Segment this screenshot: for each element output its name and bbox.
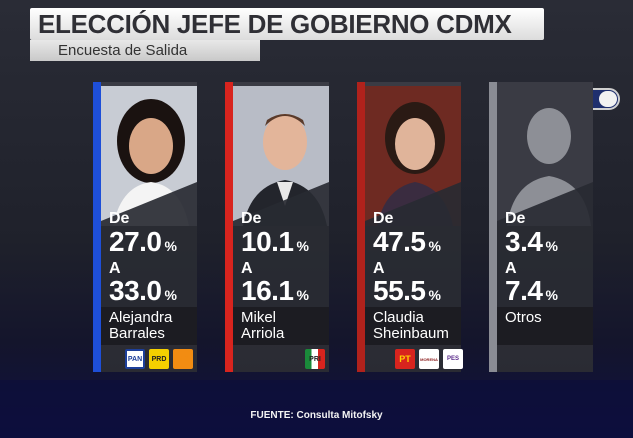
name-box <box>233 307 329 345</box>
from-value: 27.0% <box>109 226 177 257</box>
party-logos: PAN PRD MC <box>101 345 197 372</box>
background-floor <box>0 380 633 438</box>
candidate-name: Alejandra Barrales <box>109 309 173 342</box>
to-value: 33.0% <box>109 275 177 306</box>
source-footer: FUENTE: Consulta Mitofsky <box>250 410 383 421</box>
to-label: A <box>109 260 121 277</box>
card-stripe <box>225 82 233 372</box>
to-label: A <box>241 260 253 277</box>
from-value: 10.1% <box>241 226 309 257</box>
toggle-knob <box>599 91 617 107</box>
party-logos: PT MORENA PES <box>365 345 463 372</box>
card-stripe <box>489 82 497 372</box>
prd-logo-icon: PRD <box>149 349 169 369</box>
candidate-name: Mikel Arriola <box>241 309 285 342</box>
candidate-card-otros: De 3.4% A 7.4% Otros <box>489 82 593 372</box>
candidate-card-barrales: De 27.0% A 33.0% Alejandra Barrales PAN P… <box>93 82 197 372</box>
to-value: 7.4% <box>505 275 558 306</box>
candidate-card-sheinbaum: De 47.5% A 55.5% Claudia Sheinbaum PT MOR… <box>357 82 463 372</box>
candidate-name: Claudia Sheinbaum <box>373 309 449 342</box>
card-stripe <box>93 82 101 372</box>
candidate-name: Otros <box>505 309 542 326</box>
from-label: De <box>373 210 394 227</box>
mc-logo-icon: MC <box>173 349 193 369</box>
to-label: A <box>505 260 517 277</box>
to-label: A <box>373 260 385 277</box>
from-label: De <box>241 210 262 227</box>
to-value: 55.5% <box>373 275 441 306</box>
party-logos: PRI <box>233 345 329 372</box>
pt-logo-icon: PT <box>395 349 415 369</box>
pri-logo-icon: PRI <box>305 349 325 369</box>
subtitle-bar <box>30 40 260 61</box>
name-box <box>365 307 461 345</box>
card-stripe <box>357 82 365 372</box>
from-value: 47.5% <box>373 226 441 257</box>
to-value: 16.1% <box>241 275 309 306</box>
from-label: De <box>505 210 526 227</box>
from-value: 3.4% <box>505 226 558 257</box>
title-bar <box>30 8 544 40</box>
from-label: De <box>109 210 130 227</box>
pan-logo-icon: PAN <box>125 349 145 369</box>
morena-logo-icon: MORENA <box>419 349 439 369</box>
candidate-card-arriola: De 10.1% A 16.1% Mikel Arriola PRI <box>225 82 329 372</box>
page-subtitle: Encuesta de Salida <box>58 42 188 59</box>
name-box <box>497 307 593 345</box>
name-box <box>101 307 197 345</box>
page-title: ELECCIÓN JEFE DE GOBIERNO CDMX <box>38 9 512 39</box>
pes-logo-icon: PES <box>443 349 463 369</box>
